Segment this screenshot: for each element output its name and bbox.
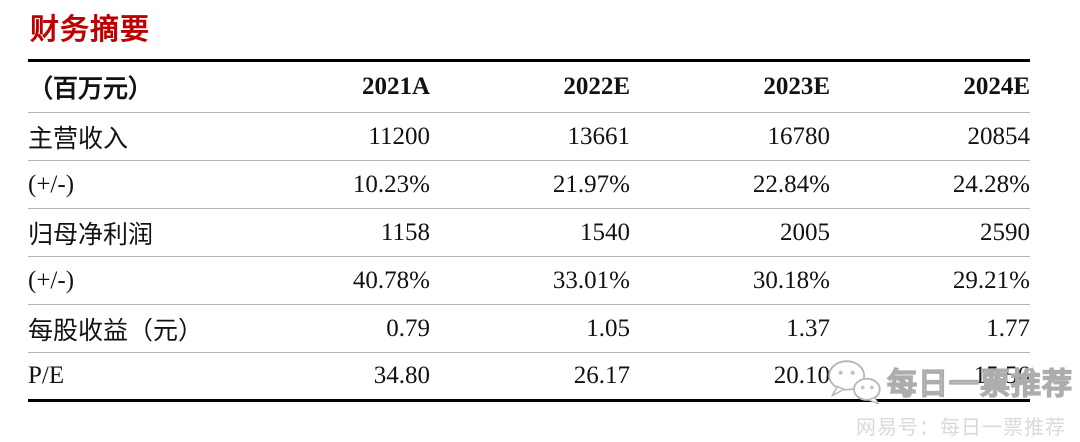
cell-value: 20854 — [967, 122, 1031, 150]
watermark-subtext: 网易号：每日一票推荐 — [856, 417, 1066, 439]
cell-value: 1.77 — [986, 314, 1030, 342]
cell-value: 1.05 — [586, 314, 630, 342]
cell-value: 11200 — [368, 122, 430, 150]
cell-value: 16780 — [767, 122, 831, 150]
cell-value: 20.10 — [773, 362, 830, 389]
cell-value: 2590 — [980, 218, 1030, 246]
cell-value: 10.23% — [352, 170, 430, 198]
cell-value: 15.56 — [973, 362, 1030, 389]
cell-value: 26.17 — [573, 362, 630, 389]
table-row-net-profit: 归母净利润 1158 1540 2005 2590 — [28, 209, 1030, 257]
table-row-eps: 每股收益（元） 0.79 1.05 1.37 1.77 — [28, 305, 1030, 353]
cell-value: 40.78% — [352, 266, 430, 294]
cell-value: 13661 — [567, 122, 631, 150]
row-label: 主营收入 — [28, 125, 129, 153]
table-row-revenue: 主营收入 11200 13661 16780 20854 — [28, 113, 1030, 161]
cell-value: 21.97% — [552, 170, 630, 198]
cell-value: 1158 — [380, 218, 430, 246]
cell-value: 30.18% — [752, 266, 830, 294]
cell-value: 0.79 — [386, 314, 430, 342]
cell-value: 29.21% — [952, 266, 1030, 294]
column-header-2024e: 2024E — [963, 73, 1030, 100]
cell-value: 2005 — [780, 218, 830, 246]
column-header-2023e: 2023E — [763, 73, 830, 100]
column-header-2021a: 2021A — [361, 73, 430, 100]
cell-value: 22.84% — [752, 170, 830, 198]
table-row-net-profit-growth: (+/-) 40.78% 33.01% 30.18% 29.21% — [28, 257, 1030, 305]
cell-value: 1540 — [580, 218, 630, 246]
column-header-2022e: 2022E — [563, 73, 630, 100]
cell-value: 24.28% — [952, 170, 1030, 198]
table-row-revenue-growth: (+/-) 10.23% 21.97% 22.84% 24.28% — [28, 161, 1030, 209]
table-row-pe: P/E 34.80 26.17 20.10 15.56 — [28, 353, 1030, 401]
row-label: P/E — [28, 362, 65, 389]
page-title: 财务摘要 — [30, 14, 151, 46]
financial-table: （百万元） 2021A 2022E 2023E 2024E 主营收入 11200… — [28, 59, 1030, 402]
row-label: 归母净利润 — [28, 221, 154, 249]
row-label: 每股收益（元） — [28, 317, 204, 345]
row-label: (+/-) — [28, 266, 75, 294]
cell-value: 34.80 — [373, 362, 430, 389]
cell-value: 33.01% — [552, 266, 630, 294]
cell-value: 1.37 — [786, 314, 830, 342]
table-header-row: （百万元） 2021A 2022E 2023E 2024E — [28, 60, 1030, 113]
row-label: (+/-) — [28, 170, 75, 198]
unit-header: （百万元） — [28, 76, 154, 103]
